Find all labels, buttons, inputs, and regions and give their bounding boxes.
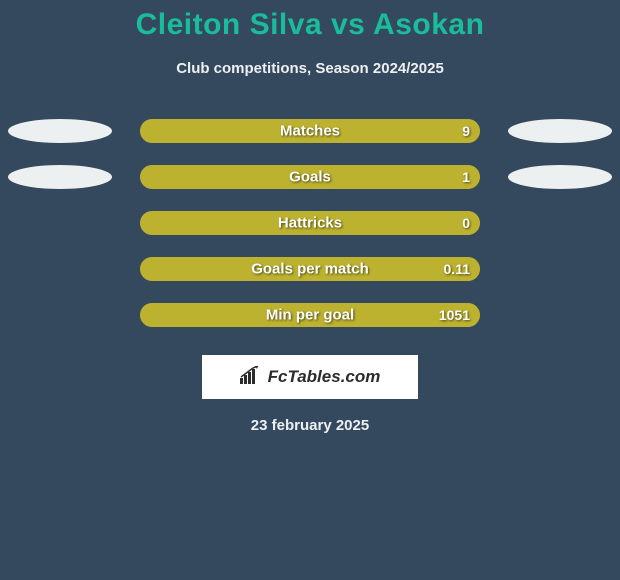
stat-row: Goals 1 — [0, 165, 620, 189]
stat-label: Hattricks — [278, 215, 342, 232]
stat-bar: Goals per match 0.11 — [140, 257, 480, 281]
player2-marker — [508, 165, 612, 189]
date-label: 23 february 2025 — [0, 417, 620, 434]
page-title: Cleiton Silva vs Asokan — [0, 8, 620, 42]
stat-value: 1051 — [439, 307, 470, 323]
stat-row: Goals per match 0.11 — [0, 257, 620, 281]
stat-value: 1 — [462, 169, 470, 185]
player1-marker — [8, 119, 112, 143]
stat-label: Min per goal — [266, 307, 354, 324]
stat-label: Matches — [280, 123, 340, 140]
player2-marker — [508, 119, 612, 143]
stat-bar: Goals 1 — [140, 165, 480, 189]
player1-marker — [8, 165, 112, 189]
brand-text: FcTables.com — [268, 367, 381, 387]
subtitle: Club competitions, Season 2024/2025 — [0, 60, 620, 77]
stat-row: Min per goal 1051 — [0, 303, 620, 327]
stat-row: Matches 9 — [0, 119, 620, 143]
stat-bar: Matches 9 — [140, 119, 480, 143]
stat-label: Goals — [289, 169, 331, 186]
stat-value: 9 — [462, 123, 470, 139]
stat-value: 0.11 — [444, 261, 470, 277]
stat-bar: Min per goal 1051 — [140, 303, 480, 327]
comparison-infographic: Cleiton Silva vs Asokan Club competition… — [0, 0, 620, 434]
brand-badge: FcTables.com — [202, 355, 418, 399]
brand-chart-icon — [240, 366, 262, 389]
stats-rows: Matches 9 Goals 1 Hattricks 0 Goals per match 0… — [0, 119, 620, 327]
stat-value: 0 — [462, 215, 470, 231]
stat-bar: Hattricks 0 — [140, 211, 480, 235]
stat-row: Hattricks 0 — [0, 211, 620, 235]
stat-label: Goals per match — [251, 261, 369, 278]
